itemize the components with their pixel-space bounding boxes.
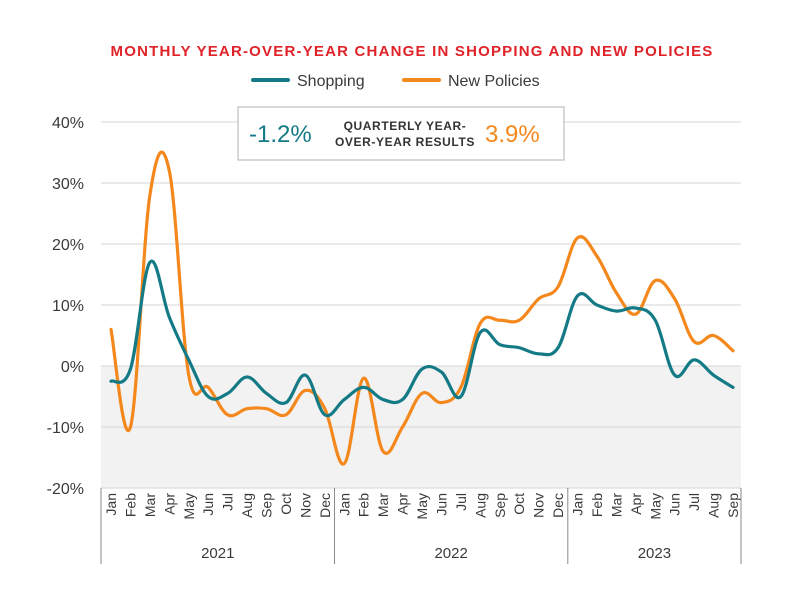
x-tick-label: Aug bbox=[239, 493, 255, 518]
x-tick-label: Mar bbox=[375, 493, 391, 517]
x-tick-label: Sep bbox=[725, 493, 741, 518]
x-tick-label: Dec bbox=[317, 493, 333, 518]
x-tick-label: Feb bbox=[589, 493, 605, 517]
x-tick-label: Jan bbox=[336, 493, 352, 516]
quarterly-results-border bbox=[237, 106, 565, 161]
x-tick-label: Nov bbox=[531, 493, 547, 518]
y-tick-label: 10% bbox=[52, 298, 84, 315]
quarterly-new-policies-value: 3.9% bbox=[485, 121, 540, 148]
x-tick-label: Sep bbox=[259, 493, 275, 518]
x-tick-label: Mar bbox=[608, 493, 624, 517]
series-line-new-policies bbox=[109, 150, 735, 466]
series-line-shopping bbox=[109, 259, 735, 418]
x-tick-label: Jan bbox=[570, 493, 586, 516]
y-tick-label: 0% bbox=[61, 359, 84, 376]
legend-label-shopping: Shopping bbox=[297, 73, 365, 90]
series-lines bbox=[109, 150, 735, 466]
quarterly-shopping-value: -1.2% bbox=[249, 121, 312, 148]
x-tick-label: Jun bbox=[433, 493, 449, 516]
x-tick-label: Aug bbox=[472, 493, 488, 518]
quarterly-label-line1: QUARTERLY YEAR- bbox=[344, 119, 467, 133]
chart-title: MONTHLY YEAR-OVER-YEAR CHANGE IN SHOPPIN… bbox=[111, 43, 714, 60]
x-tick-label: Apr bbox=[161, 493, 177, 515]
x-tick-label: Jul bbox=[686, 493, 702, 511]
x-tick-label: Mar bbox=[142, 493, 158, 517]
x-tick-label: Feb bbox=[122, 493, 138, 517]
y-tick-label: 20% bbox=[52, 237, 84, 254]
legend-label-new-policies: New Policies bbox=[448, 73, 540, 90]
quarterly-results-box: -1.2% QUARTERLY YEAR- OVER-YEAR RESULTS … bbox=[237, 106, 565, 161]
legend: Shopping New Policies bbox=[251, 73, 540, 90]
x-tick-label: Aug bbox=[706, 493, 722, 518]
y-tick-label: 40% bbox=[52, 115, 84, 132]
quarterly-label-line2: OVER-YEAR RESULTS bbox=[335, 135, 475, 149]
x-axis: Jan Feb Mar Apr May Jun Jul Aug Sep Oct Nov Dec Jan F… bbox=[100, 488, 742, 564]
x-tick-label: Jun bbox=[667, 493, 683, 516]
x-tick-label: Apr bbox=[628, 493, 644, 515]
x-tick-label: May bbox=[414, 493, 430, 519]
x-tick-label: Oct bbox=[511, 493, 527, 515]
x-tick-label: Oct bbox=[278, 493, 294, 515]
x-tick-label: May bbox=[647, 493, 663, 519]
y-tick-label: 30% bbox=[52, 176, 84, 193]
x-tick-label: Feb bbox=[356, 493, 372, 517]
y-axis-ticks: 40% 30% 20% 10% 0% -10% -20% bbox=[47, 115, 84, 498]
y-tick-label: -10% bbox=[47, 420, 84, 437]
y-tick-label: -20% bbox=[47, 481, 84, 498]
x-tick-label: May bbox=[181, 493, 197, 519]
x-tick-label: Jan bbox=[103, 493, 119, 516]
x-tick-label: Jun bbox=[200, 493, 216, 516]
year-label: 2022 bbox=[434, 545, 467, 562]
x-tick-label: Apr bbox=[395, 493, 411, 515]
x-tick-label: Sep bbox=[492, 493, 508, 518]
x-tick-label: Jul bbox=[220, 493, 236, 511]
x-tick-label: Jul bbox=[453, 493, 469, 511]
x-tick-label: Dec bbox=[550, 493, 566, 518]
year-label: 2023 bbox=[638, 545, 671, 562]
year-label: 2021 bbox=[201, 545, 234, 562]
x-tick-label: Nov bbox=[297, 493, 313, 518]
